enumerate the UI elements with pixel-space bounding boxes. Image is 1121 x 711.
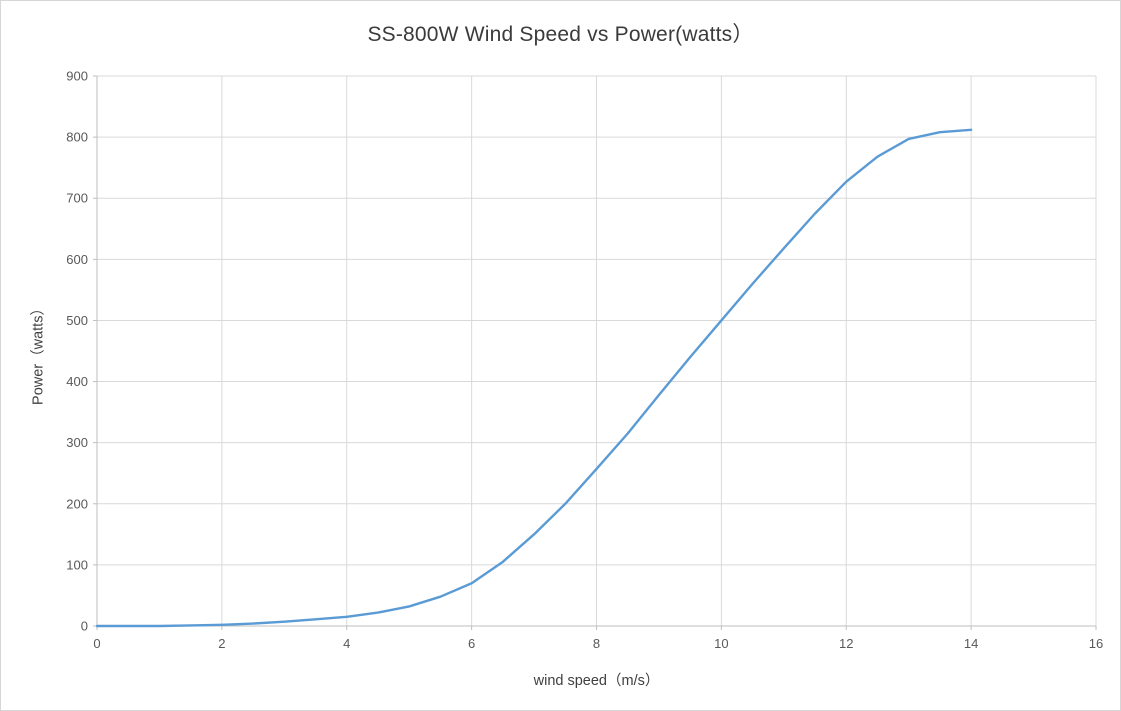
- y-tick-label: 900: [66, 69, 88, 84]
- y-tick-label: 400: [66, 374, 88, 389]
- x-tick-label: 14: [964, 636, 978, 651]
- grid-lines: [96, 75, 1097, 627]
- y-tick-label: 300: [66, 435, 88, 450]
- tick-labels: 0 2 4 6 8 10 12 14 16 0 100 200 300 400 500 600 700 800 90…: [66, 69, 1103, 652]
- x-tick-label: 0: [93, 636, 100, 651]
- x-tick-label: 16: [1089, 636, 1103, 651]
- y-tick-label: 200: [66, 496, 88, 511]
- x-axis-title: wind speed（m/s）: [533, 673, 660, 689]
- power-curve-series: [95, 128, 973, 628]
- x-tick-label: 2: [218, 636, 225, 651]
- axes: [93, 75, 1097, 630]
- chart-title: SS-800W Wind Speed vs Power(watts）: [367, 23, 754, 46]
- x-tick-label: 12: [839, 636, 853, 651]
- y-tick-label: 700: [66, 191, 88, 206]
- x-tick-label: 8: [593, 636, 600, 651]
- y-tick-label: 600: [66, 252, 88, 267]
- y-tick-label: 500: [66, 313, 88, 328]
- x-tick-label: 10: [714, 636, 728, 651]
- y-tick-label: 100: [66, 557, 88, 572]
- y-tick-label: 0: [81, 619, 88, 634]
- x-tick-label: 4: [343, 636, 350, 651]
- x-tick-label: 6: [468, 636, 475, 651]
- y-tick-label: 800: [66, 130, 88, 145]
